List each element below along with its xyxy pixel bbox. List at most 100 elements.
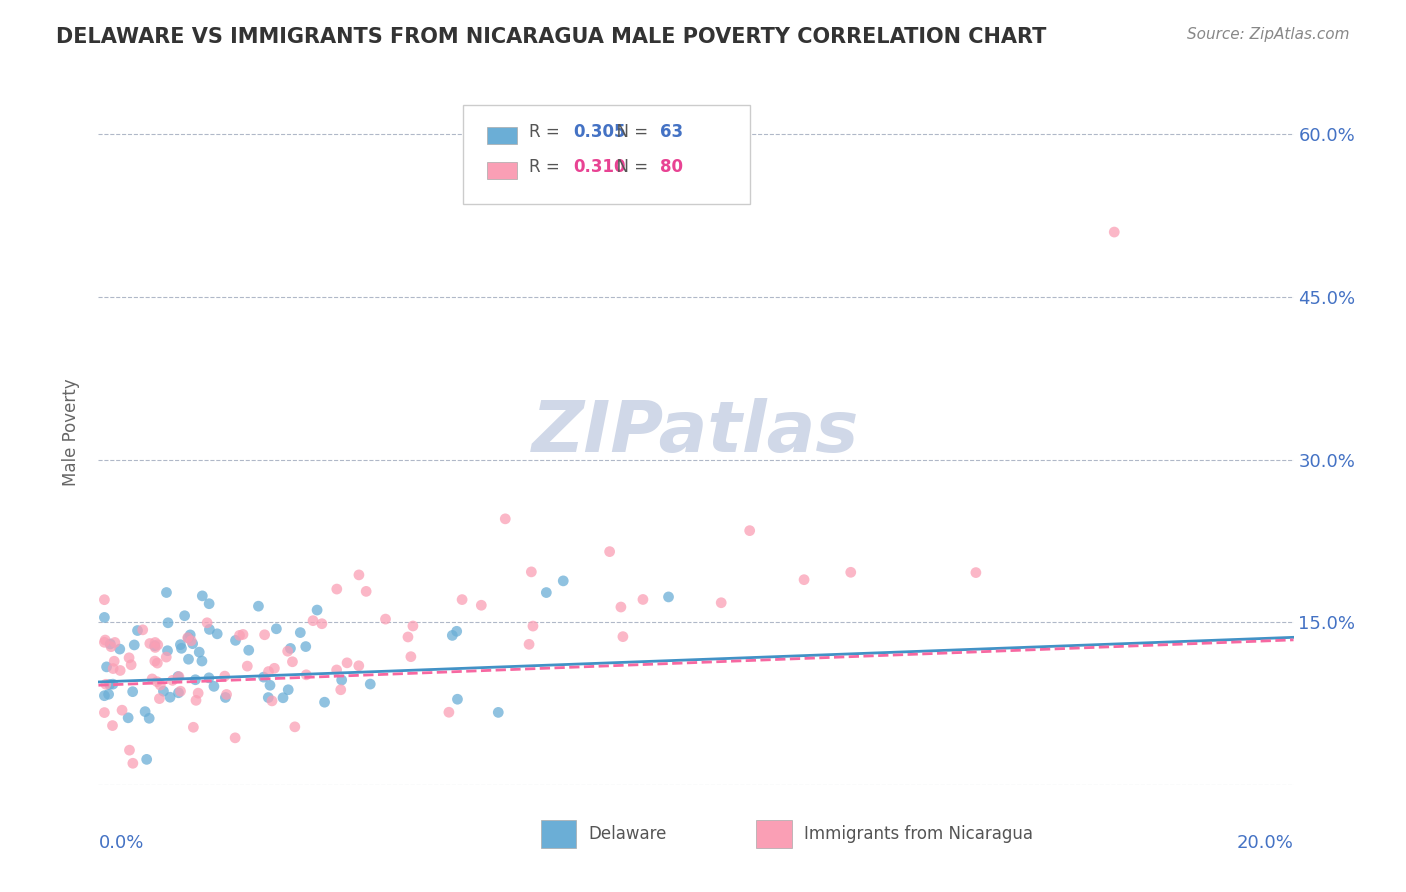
Point <box>238 643 260 657</box>
Point <box>181 637 204 651</box>
Point <box>143 654 166 668</box>
Point <box>198 671 221 685</box>
Point <box>187 686 209 700</box>
Point <box>93 610 115 624</box>
Point <box>336 656 359 670</box>
Point <box>148 691 170 706</box>
FancyBboxPatch shape <box>463 105 749 203</box>
Point <box>184 673 207 687</box>
Point <box>121 684 143 698</box>
Point <box>118 743 141 757</box>
Text: 63: 63 <box>661 123 683 141</box>
Point <box>135 752 157 766</box>
Point <box>522 619 544 633</box>
FancyBboxPatch shape <box>541 821 576 848</box>
Point <box>143 639 166 653</box>
Point <box>446 692 468 706</box>
Point <box>146 656 169 670</box>
Point <box>98 677 121 691</box>
Point <box>155 650 177 665</box>
Point <box>141 672 163 686</box>
Point <box>284 720 307 734</box>
Point <box>169 638 191 652</box>
Point <box>177 652 200 666</box>
Text: 0.310: 0.310 <box>572 158 626 176</box>
Point <box>162 673 184 688</box>
Point <box>307 603 329 617</box>
Point <box>143 640 166 655</box>
Point <box>520 565 543 579</box>
Point <box>259 678 281 692</box>
Point <box>631 592 654 607</box>
Point <box>271 690 294 705</box>
Point <box>139 636 162 650</box>
Point <box>228 628 250 642</box>
Point <box>347 658 370 673</box>
Point <box>156 643 179 657</box>
Point <box>225 633 247 648</box>
Point <box>314 695 336 709</box>
Point <box>152 684 174 698</box>
Point <box>295 668 318 682</box>
Point <box>120 657 142 672</box>
Point <box>374 612 396 626</box>
Point <box>612 630 634 644</box>
Point <box>446 624 468 639</box>
Point <box>198 597 221 611</box>
Point <box>198 623 221 637</box>
Point <box>93 592 115 607</box>
Point <box>134 705 156 719</box>
Point <box>169 684 191 698</box>
Text: Delaware: Delaware <box>589 825 666 843</box>
Point <box>132 623 155 637</box>
Text: DELAWARE VS IMMIGRANTS FROM NICARAGUA MALE POVERTY CORRELATION CHART: DELAWARE VS IMMIGRANTS FROM NICARAGUA MA… <box>56 27 1046 46</box>
Point <box>236 659 259 673</box>
Point <box>159 690 181 705</box>
Point <box>173 608 195 623</box>
Point <box>167 669 190 683</box>
Point <box>177 631 200 645</box>
Point <box>93 706 115 720</box>
Point <box>94 677 117 691</box>
Point <box>326 582 349 596</box>
Point <box>329 682 352 697</box>
Point <box>610 600 633 615</box>
Point <box>101 718 124 732</box>
Point <box>260 694 283 708</box>
Point <box>183 720 205 734</box>
Point <box>121 756 143 771</box>
Point <box>202 679 225 693</box>
Point <box>294 640 316 654</box>
FancyBboxPatch shape <box>486 127 517 144</box>
Point <box>93 689 115 703</box>
Point <box>536 585 558 599</box>
Point <box>451 592 474 607</box>
Point <box>396 630 419 644</box>
Text: N =: N = <box>606 123 654 141</box>
Text: R =: R = <box>529 123 565 141</box>
Point <box>214 690 236 705</box>
Point <box>399 649 422 664</box>
Point <box>117 711 139 725</box>
Point <box>103 654 125 668</box>
Point <box>553 574 575 588</box>
Point <box>247 599 270 614</box>
Point <box>170 641 193 656</box>
Point <box>97 687 120 701</box>
Point <box>108 664 131 678</box>
Point <box>354 584 377 599</box>
Point <box>143 635 166 649</box>
Point <box>146 674 169 689</box>
Text: Source: ZipAtlas.com: Source: ZipAtlas.com <box>1187 27 1350 42</box>
Point <box>167 670 190 684</box>
Point <box>252 670 274 684</box>
Point <box>214 669 236 683</box>
Point <box>98 637 121 651</box>
Text: ZIPatlas: ZIPatlas <box>533 398 859 467</box>
Text: 20.0%: 20.0% <box>1237 834 1294 852</box>
Point <box>191 589 214 603</box>
Point <box>94 633 117 648</box>
Point <box>191 654 214 668</box>
Point <box>118 650 141 665</box>
Point <box>710 596 733 610</box>
